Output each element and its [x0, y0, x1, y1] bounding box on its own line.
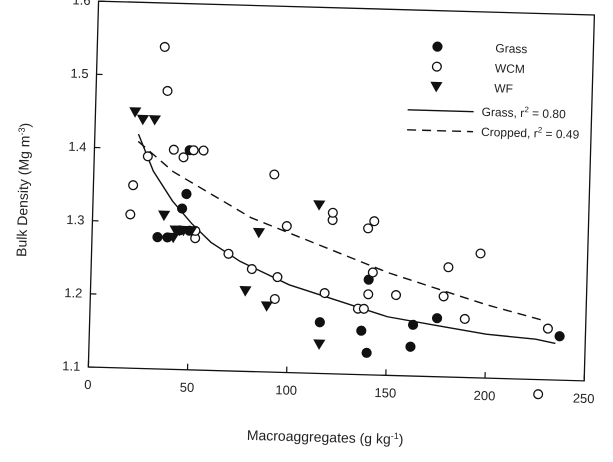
data-point-wcm: [198, 145, 209, 156]
data-point-grass: [176, 203, 188, 214]
y-tick-label: 1.4: [68, 139, 86, 154]
data-point-wcm: [128, 180, 139, 191]
y-tick-label: 1.1: [62, 358, 80, 373]
y-axis-title: Bulk Density (Mg m-3): [13, 123, 33, 257]
data-point-wf: [239, 286, 252, 297]
x-tick-label: 100: [275, 382, 297, 398]
data-point-wcm: [327, 207, 338, 218]
data-point-wcm: [246, 264, 257, 275]
data-point-wcm: [223, 248, 234, 259]
x-tick-label: 0: [84, 377, 92, 392]
fit-line-cropped: [137, 140, 547, 322]
data-point-wcm: [168, 144, 179, 155]
data-point-wf: [313, 339, 326, 350]
legend-marker-grass: [432, 41, 443, 52]
data-point-wf: [252, 227, 266, 239]
legend-label-wf: WF: [494, 81, 513, 96]
data-point-wf: [313, 200, 326, 211]
data-point-wcm: [542, 323, 553, 334]
data-point-grass: [405, 341, 416, 352]
y-tick-label: 1.2: [64, 285, 82, 300]
legend: Grass WCM WF Grass, r2 = 0.80 Cropped, r2 = …: [407, 41, 580, 142]
data-point-wcm: [363, 289, 374, 300]
data-point-wf: [185, 225, 198, 237]
data-point-wcm: [162, 85, 173, 97]
fit-line-grass: [137, 133, 556, 345]
y-tick-label: 1.5: [70, 66, 88, 81]
data-point-wcm: [269, 293, 280, 305]
y-tick-label: 1.3: [66, 212, 84, 227]
data-point-wcm: [438, 291, 449, 302]
data-point-grass: [431, 313, 443, 324]
legend-line-cropped: [407, 129, 474, 133]
data-point-wf: [129, 107, 142, 118]
data-point-wcm: [159, 41, 170, 53]
data-point-wcm: [369, 216, 380, 227]
x-tick-label: 250: [573, 391, 595, 407]
plot-area: [87, 0, 596, 382]
data-point-grass: [407, 319, 419, 330]
data-point-wcm: [281, 221, 292, 232]
legend-label-wcm: WCM: [495, 61, 525, 76]
data-point-wcm: [178, 152, 189, 163]
data-point-grass: [554, 331, 565, 342]
legend-label-fit-grass: Grass, r2 = 0.80: [481, 104, 566, 121]
data-point-wcm: [188, 145, 199, 156]
data-point-wcm: [272, 272, 283, 283]
data-point-wcm: [125, 209, 136, 220]
legend-marker-wf: [430, 81, 443, 93]
x-tick-label: 150: [374, 385, 396, 401]
data-point-wcm: [142, 151, 153, 162]
data-point-wcm: [319, 288, 330, 299]
data-point-wf: [136, 114, 150, 126]
fit-lines: [137, 133, 556, 345]
data-markers: [125, 41, 565, 400]
data-point-grass: [314, 317, 325, 328]
y-tick-label: 1.6: [72, 0, 90, 8]
data-point-wf: [260, 301, 273, 312]
data-point-wcm: [363, 223, 374, 234]
legend-label-fit-cropped: Cropped, r2 = 0.49: [481, 124, 580, 142]
axis-ticks: 0 50 100 150 200 250 1.1 1.2 1.3 1.4 1.5 1.6: [62, 0, 595, 407]
data-point-wf: [177, 225, 190, 237]
data-point-grass: [181, 188, 192, 200]
data-point-wcm: [459, 313, 470, 325]
data-point-wcm: [390, 290, 402, 301]
data-point-grass: [361, 347, 372, 358]
x-tick-label: 50: [180, 380, 195, 395]
legend-label-grass: Grass: [495, 41, 527, 56]
data-point-grass: [152, 232, 163, 243]
data-point-wcm: [475, 248, 486, 259]
data-point-wcm: [367, 267, 378, 278]
data-point-wf: [158, 210, 171, 222]
x-tick-label: 200: [473, 388, 495, 404]
data-point-wcm: [533, 389, 544, 400]
data-point-wcm: [269, 169, 280, 180]
data-point-wcm: [358, 303, 369, 314]
data-point-wf: [148, 115, 161, 126]
data-point-wcm: [443, 262, 454, 273]
data-point-wf: [167, 232, 180, 244]
x-axis-title: Macroaggregates (g kg-1): [247, 427, 404, 447]
data-point-grass: [356, 325, 367, 336]
legend-line-grass: [407, 109, 474, 113]
legend-marker-wcm: [431, 61, 442, 72]
